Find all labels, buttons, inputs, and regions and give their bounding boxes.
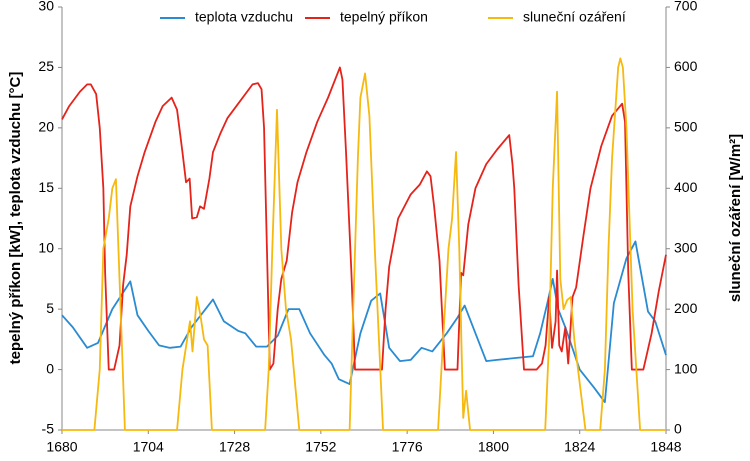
series-line — [61, 66, 667, 371]
y2-tick-label: 400 — [674, 179, 698, 195]
y2-tick-label: 600 — [674, 58, 698, 74]
x-tick-label: 1728 — [219, 439, 250, 455]
y-tick-label: 20 — [38, 119, 54, 135]
x-tick-label: 1800 — [478, 439, 509, 455]
y-tick-label: 0 — [46, 360, 54, 376]
y-tick-label: -5 — [42, 421, 55, 437]
y-tick-label: 25 — [38, 58, 54, 74]
y2-tick-label: 100 — [674, 360, 698, 376]
y-tick-label: 5 — [46, 300, 54, 316]
y2-tick-label: 700 — [674, 0, 698, 14]
y2-tick-label: 0 — [674, 421, 682, 437]
x-tick-label: 1704 — [133, 439, 164, 455]
series-line — [61, 240, 667, 404]
x-tick-label: 1752 — [305, 439, 336, 455]
legend-label: sluneční ozáření — [523, 9, 626, 25]
legend-label: teplota vzduchu — [195, 9, 293, 25]
y2-tick-label: 300 — [674, 239, 698, 255]
y2-tick-label: 500 — [674, 119, 698, 135]
legend-label: tepelný příkon — [340, 9, 428, 25]
x-tick-label: 1776 — [392, 439, 423, 455]
y-tick-label: 15 — [38, 179, 54, 195]
y2-tick-label: 200 — [674, 300, 698, 316]
y-tick-label: 30 — [38, 0, 54, 14]
y2-axis-label: sluneční ozáření [W/m²] — [727, 134, 744, 302]
x-tick-label: 1680 — [46, 439, 77, 455]
x-tick-label: 1848 — [650, 439, 681, 455]
y-tick-label: 10 — [38, 239, 54, 255]
x-tick-label: 1824 — [564, 439, 595, 455]
y-axis-label: tepelný příkon [kW], teplota vzduchu [°C… — [7, 72, 24, 365]
series-line — [62, 57, 666, 431]
